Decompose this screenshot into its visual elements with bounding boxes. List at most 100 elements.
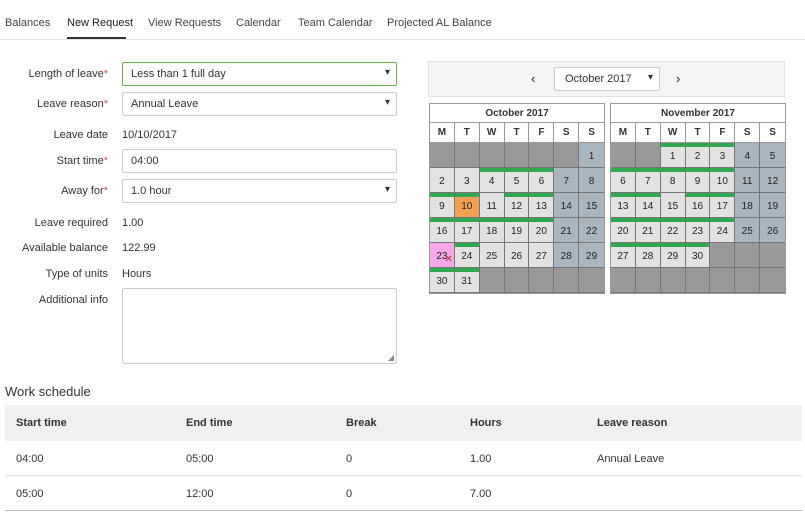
calendar-day[interactable]: 9 <box>685 168 711 193</box>
day-number: 26 <box>767 226 779 237</box>
day-number: 28 <box>642 251 654 262</box>
day-number: 18 <box>486 226 498 237</box>
calendar-day[interactable]: 3 <box>710 143 736 168</box>
calendar-day[interactable]: 6 <box>529 168 555 193</box>
calendar-day[interactable]: 22 <box>660 218 686 243</box>
calendar-day[interactable]: 25 <box>479 243 505 268</box>
calendar-day[interactable]: 4 <box>479 168 505 193</box>
calendar-day[interactable]: 31 <box>454 268 480 293</box>
calendar-day[interactable]: 1 <box>579 143 605 168</box>
calendar-day[interactable]: 15 <box>579 193 605 218</box>
calendar-day[interactable]: 29 <box>660 243 686 268</box>
calendar-day[interactable]: 29 <box>579 243 605 268</box>
calendar-day[interactable]: 30 <box>685 243 711 268</box>
length-of-leave-select[interactable]: Less than 1 full day <box>122 62 397 86</box>
calendar-day[interactable]: 11 <box>735 168 761 193</box>
calendar-day[interactable]: 21 <box>554 218 580 243</box>
tab-calendar[interactable]: Calendar <box>236 17 281 29</box>
next-month-icon[interactable]: › <box>676 71 681 86</box>
calendar-day[interactable]: 7 <box>635 168 661 193</box>
calendar-day[interactable]: 25 <box>735 218 761 243</box>
additional-info-textarea[interactable]: ◢ <box>122 288 397 364</box>
weekday-label: M <box>430 123 455 142</box>
calendar-day[interactable]: 5 <box>504 168 530 193</box>
calendar-day[interactable]: 30 <box>430 268 455 293</box>
calendar-day[interactable]: 1 <box>660 143 686 168</box>
calendar-day[interactable]: 17 <box>454 218 480 243</box>
calendar-empty-cell <box>735 243 761 268</box>
calendar-day[interactable]: 20 <box>529 218 555 243</box>
calendar-day[interactable]: 26 <box>504 243 530 268</box>
calendar-day[interactable]: 8 <box>660 168 686 193</box>
calendar-day[interactable]: 12 <box>760 168 786 193</box>
calendar-day[interactable]: 20 <box>611 218 636 243</box>
calendar-day[interactable]: 19 <box>760 193 786 218</box>
calendar-week: 6 7 8 9 10 11 12 <box>611 168 786 193</box>
calendar-day[interactable]: 8 <box>579 168 605 193</box>
tab-projected-al-balance[interactable]: Projected AL Balance <box>387 17 492 29</box>
away-for-select[interactable]: 1.0 hour <box>122 179 397 203</box>
calendar-day[interactable]: 2 <box>685 143 711 168</box>
tab-view-requests[interactable]: View Requests <box>148 17 222 29</box>
calendar-day[interactable]: 6 <box>611 168 636 193</box>
calendar-day[interactable]: 13 <box>611 193 636 218</box>
calendar-day[interactable]: 21 <box>635 218 661 243</box>
weekday-label: F <box>710 123 736 142</box>
type-of-units-label: Type of units <box>45 268 108 280</box>
calendar-day[interactable]: 16 <box>430 218 455 243</box>
active-tab-indicator <box>67 37 126 39</box>
calendar-day[interactable]: 19 <box>504 218 530 243</box>
calendar-day[interactable]: 14 <box>554 193 580 218</box>
day-number: 1 <box>588 151 595 162</box>
day-number: 19 <box>767 201 779 212</box>
leave-reason-select[interactable]: Annual Leave <box>122 92 397 116</box>
calendar-day[interactable]: 24 <box>454 243 480 268</box>
calendar-day[interactable]: 4 <box>735 143 761 168</box>
calendar-october: October 2017 M T W T F S S 1 2 3 4 5 6 7 8 9 10 11 12 13 14 15… <box>429 103 605 294</box>
calendar-week: 1 2 3 4 5 <box>611 143 786 168</box>
calendar-day[interactable]: 27 <box>529 243 555 268</box>
calendar-day[interactable]: 2 <box>430 168 455 193</box>
calendar-empty-cell <box>454 143 480 168</box>
resize-grip-icon[interactable]: ◢ <box>387 353 394 362</box>
calendar-day[interactable]: 7 <box>554 168 580 193</box>
calendar-day[interactable]: 3 <box>454 168 480 193</box>
prev-month-icon[interactable]: ‹ <box>531 71 536 86</box>
calendar-day[interactable]: 11 <box>479 193 505 218</box>
calendar-day[interactable]: 23 <box>685 218 711 243</box>
tab-balances[interactable]: Balances <box>5 17 51 29</box>
calendar-day[interactable]: 18 <box>479 218 505 243</box>
calendar-day[interactable]: 13 <box>529 193 555 218</box>
calendar-day[interactable]: 9 <box>430 193 455 218</box>
start-time-input[interactable]: 04:00 <box>122 149 397 173</box>
calendar-day[interactable]: 28 <box>635 243 661 268</box>
calendar-day[interactable]: 10 <box>454 193 480 218</box>
calendar-day[interactable]: 16 <box>685 193 711 218</box>
calendar-day[interactable]: 12 <box>504 193 530 218</box>
calendar-day[interactable]: 22 <box>579 218 605 243</box>
weekday-label: W <box>661 123 686 142</box>
calendar-day[interactable]: 10 <box>710 168 736 193</box>
calendar-day[interactable]: 28 <box>554 243 580 268</box>
calendar-day[interactable]: 26 <box>760 218 786 243</box>
calendar-week: 16 17 18 19 20 21 22 <box>430 218 605 243</box>
calendar-day[interactable]: 5 <box>760 143 786 168</box>
calendar-day[interactable]: 17 <box>710 193 736 218</box>
tab-new-request[interactable]: New Request <box>67 17 134 29</box>
day-number: 3 <box>464 176 470 187</box>
working-day-bar <box>454 243 479 247</box>
calendar-day[interactable]: 23 ✕ <box>430 243 455 268</box>
calendar-day[interactable]: 14 <box>635 193 661 218</box>
month-select[interactable]: October 2017 <box>554 67 660 91</box>
calendar-week: 13 14 15 16 17 18 19 <box>611 193 786 218</box>
working-day-bar <box>529 193 554 197</box>
calendar-day[interactable]: 27 <box>611 243 636 268</box>
table-header: Start time End time Break Hours Leave re… <box>5 405 802 441</box>
calendar-day[interactable]: 24 <box>710 218 736 243</box>
tab-team-calendar[interactable]: Team Calendar <box>298 17 373 29</box>
calendar-day[interactable]: 18 <box>735 193 761 218</box>
working-day-bar <box>660 243 685 247</box>
weekday-label: M <box>611 123 636 142</box>
calendar-day[interactable]: 15 <box>660 193 686 218</box>
weekday-label: T <box>686 123 711 142</box>
